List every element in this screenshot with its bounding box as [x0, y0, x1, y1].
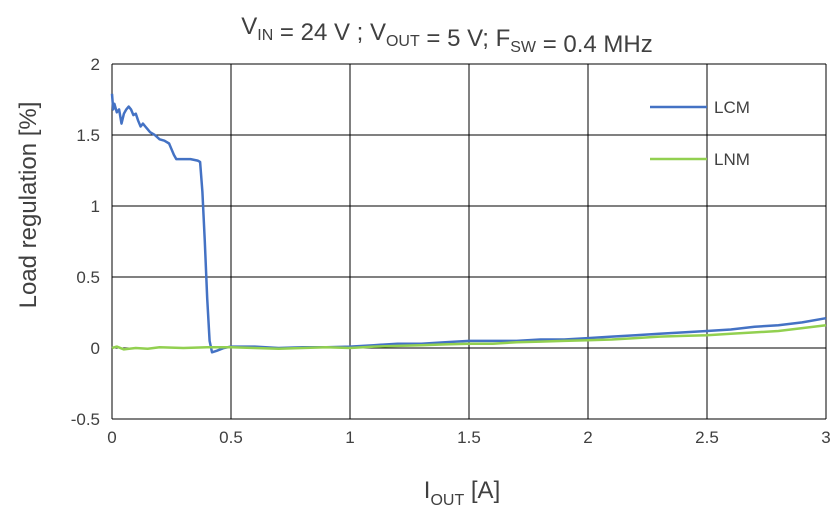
series-lines [110, 93, 827, 354]
title-part: = 24 V ; V [273, 19, 386, 46]
chart-title: VIN = 24 V ; VOUT = 5 V; FSW = 0.4 MHz [241, 13, 653, 58]
legend-label-lcm: LCM [714, 98, 750, 117]
y-tick-label: -0.5 [71, 410, 100, 429]
title-subscript: SW [510, 39, 537, 56]
legend: LCM LNM [650, 98, 750, 169]
y-tick-label: 1 [91, 197, 100, 216]
x-tick-label: 3 [821, 428, 830, 447]
y-tick-label: 2 [91, 55, 100, 74]
x-axis-title: IOUT [A] [424, 477, 500, 509]
x-axis-title-main: I [424, 477, 431, 504]
x-tick-label: 2.5 [695, 428, 719, 447]
y-tick-label: 1.5 [76, 126, 100, 145]
title-part: = 0.4 MHz [536, 31, 653, 58]
y-axis-title: Load regulation [%] [15, 102, 42, 309]
y-tick-label: 0.5 [76, 268, 100, 287]
title-part: = 5 V; F [420, 25, 510, 52]
legend-label-lnm: LNM [714, 150, 750, 169]
tick-labels: 0 0.5 1 1.5 2 2.5 3 -0.5 0 0.5 1 1.5 2 [71, 55, 831, 447]
series-line-lcm [110, 93, 827, 354]
grid-lines [111, 63, 827, 420]
y-tick-label: 0 [91, 339, 100, 358]
title-subscript: IN [257, 27, 273, 44]
x-axis-title-unit: [A] [464, 477, 500, 504]
x-tick-label: 1.5 [457, 428, 481, 447]
x-tick-label: 2 [583, 428, 592, 447]
x-tick-label: 0.5 [219, 428, 243, 447]
title-part: V [241, 13, 257, 40]
x-axis-title-subscript: OUT [430, 492, 464, 509]
series-line-lnm [111, 324, 827, 351]
title-subscript: OUT [386, 33, 420, 50]
x-tick-label: 1 [345, 428, 354, 447]
x-tick-label: 0 [107, 428, 116, 447]
